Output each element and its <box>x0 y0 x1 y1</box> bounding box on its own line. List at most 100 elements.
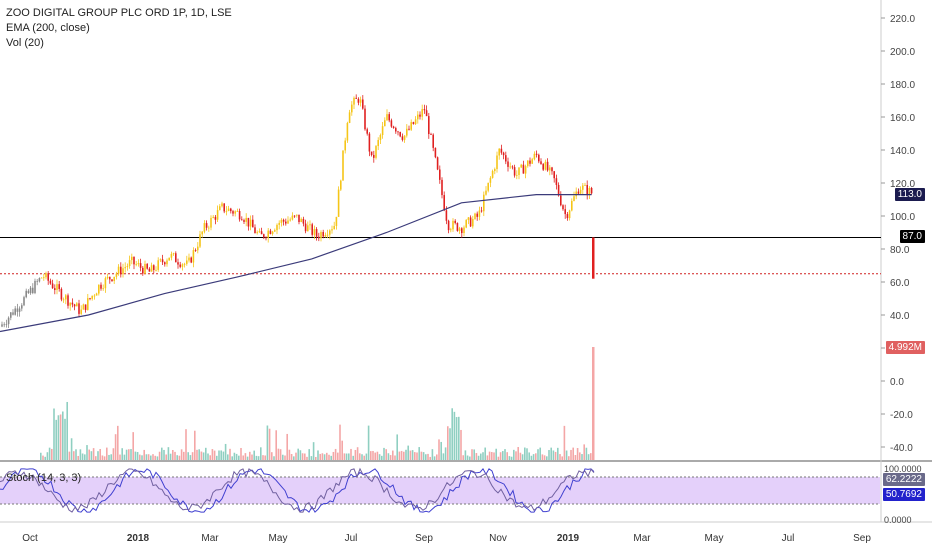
candle-body <box>524 166 527 174</box>
stoch-legend: Stoch (14, 3, 3) <box>6 472 82 484</box>
candle-body <box>36 280 38 282</box>
candle-body <box>419 114 421 117</box>
candle-body <box>584 185 586 186</box>
volume-bar <box>469 456 471 460</box>
volume-bar <box>539 447 541 460</box>
candle-body <box>436 157 439 170</box>
time-tick-label: 2019 <box>557 533 580 544</box>
volume-bar <box>44 456 46 460</box>
candle-body <box>351 104 353 113</box>
volume-bar <box>486 455 489 460</box>
volume-bar <box>427 453 429 460</box>
candle-body <box>210 217 212 228</box>
candle-body <box>12 312 14 315</box>
volume-tag: 4.992M <box>885 341 925 354</box>
time-tick-label: Jul <box>782 533 795 544</box>
candle-body <box>164 262 166 265</box>
volume-bar <box>508 456 511 460</box>
volume-legend: Vol (20) <box>6 37 44 49</box>
candle-body <box>236 211 239 212</box>
candle-body <box>56 284 58 290</box>
candle-body <box>58 284 60 289</box>
volume-bar <box>299 450 302 460</box>
candle-body <box>390 120 393 127</box>
volume-bar <box>460 429 462 460</box>
candle-body <box>353 97 355 105</box>
volume-bar <box>143 449 145 460</box>
candle-body <box>542 164 544 170</box>
candle-body <box>23 297 25 306</box>
candle-body <box>197 246 199 251</box>
candle-body <box>377 140 379 147</box>
volume-bar <box>229 448 231 460</box>
time-tick-label: Jul <box>345 533 358 544</box>
candle-body <box>139 263 142 268</box>
candle-body <box>551 167 553 172</box>
candle-body <box>549 167 551 171</box>
volume-bar <box>304 453 306 460</box>
volume-bar <box>554 451 557 460</box>
volume-bar <box>420 451 423 460</box>
volume-bar <box>46 452 49 460</box>
volume-bar <box>429 456 431 460</box>
volume-bar <box>218 450 220 460</box>
volume-bar <box>407 445 409 460</box>
volume-bar <box>145 454 148 460</box>
candle-body <box>370 151 373 155</box>
candle-body <box>32 287 34 293</box>
time-tick-label: May <box>705 533 724 544</box>
volume-bar <box>392 450 394 460</box>
volume-bar <box>521 454 524 460</box>
volume-bar <box>323 454 326 460</box>
candle-body <box>458 228 461 231</box>
candle-body <box>199 234 201 247</box>
volume-bar <box>585 447 588 460</box>
candle-body <box>395 128 397 132</box>
volume-bar <box>332 451 335 460</box>
price-tick-label: 160.0 <box>890 113 915 124</box>
candle-body <box>540 161 542 165</box>
volume-bar <box>75 449 77 460</box>
candle-body <box>265 237 267 239</box>
candle-body <box>480 210 483 212</box>
candle-body <box>302 218 305 224</box>
candle-body <box>379 135 382 141</box>
volume-bar <box>95 456 97 460</box>
candle-body <box>245 217 247 222</box>
candle-body <box>190 257 192 263</box>
candle-body <box>546 161 549 171</box>
candle-body <box>166 260 168 265</box>
volume-bar <box>293 456 295 460</box>
volume-bar <box>535 453 537 460</box>
candle-body <box>135 264 137 265</box>
volume-bar <box>121 448 123 460</box>
volume-bar <box>81 453 84 460</box>
volume-bar <box>185 429 187 460</box>
candle-body <box>76 303 78 307</box>
candle-body <box>410 122 412 130</box>
volume-bar <box>438 439 440 460</box>
volume-bar <box>350 448 352 460</box>
volume-bar <box>79 449 82 460</box>
candle-body <box>100 284 102 289</box>
volume-bar <box>194 430 196 460</box>
candle-body <box>258 231 261 233</box>
candle-body <box>40 277 43 279</box>
volume-bar <box>207 453 209 460</box>
volume-bar <box>62 411 64 460</box>
candle-body <box>146 263 148 269</box>
volume-bar <box>88 449 90 460</box>
candle-body <box>298 214 300 222</box>
candle-body <box>80 309 82 314</box>
candle-body <box>573 196 575 201</box>
volume-bar <box>103 456 106 460</box>
candle-body <box>54 288 56 290</box>
candle-body <box>465 220 467 228</box>
volume-bar <box>176 455 178 460</box>
candle-body <box>337 189 340 217</box>
candle-body <box>5 324 8 325</box>
volume-bar <box>537 449 539 460</box>
candle-body <box>60 288 63 300</box>
volume-bar <box>308 449 310 460</box>
